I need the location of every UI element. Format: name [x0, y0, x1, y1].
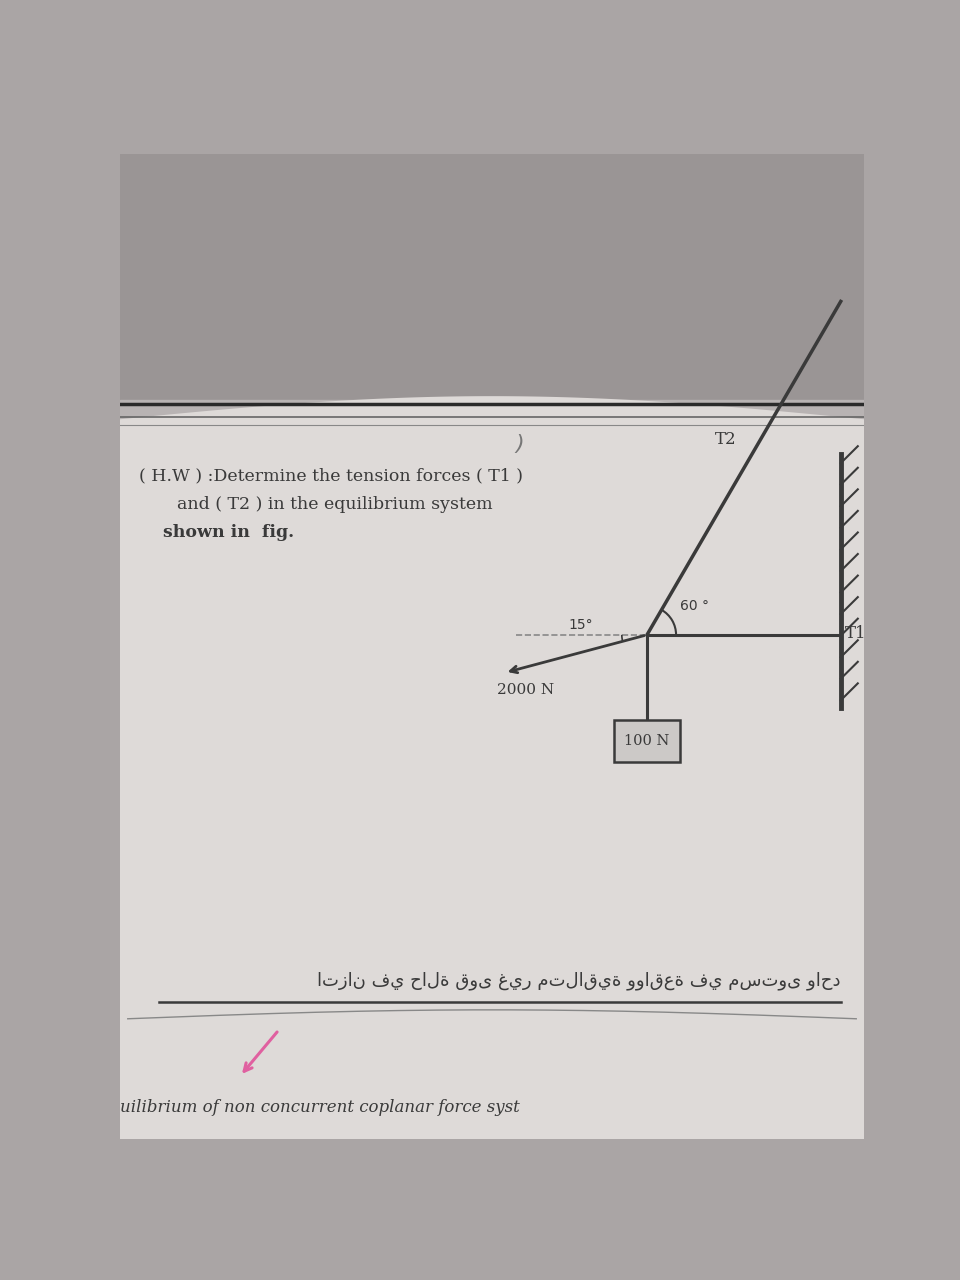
Bar	[120, 399, 864, 439]
Text: and ( T2 ) in the equilibrium system: and ( T2 ) in the equilibrium system	[155, 497, 492, 513]
Polygon shape	[120, 396, 864, 1139]
Text: T1: T1	[845, 625, 866, 641]
Text: ): )	[516, 434, 524, 454]
Text: ( H.W ) :Determine the tension forces ( T1 ): ( H.W ) :Determine the tension forces ( …	[139, 468, 523, 485]
Text: shown in  fig.: shown in fig.	[139, 524, 295, 541]
Bar	[120, 154, 864, 408]
Text: 100 N: 100 N	[624, 733, 670, 748]
Bar	[614, 719, 680, 762]
Text: 15°: 15°	[568, 618, 592, 632]
Text: 2000 N: 2000 N	[497, 684, 554, 698]
Text: اتزان في حالة قوى غير متلاقية وواقعة في مستوى واحد: اتزان في حالة قوى غير متلاقية وواقعة في …	[317, 972, 841, 989]
Text: T2: T2	[715, 431, 736, 448]
Text: 60 °: 60 °	[680, 599, 708, 613]
Text: uilibrium of non concurrent coplanar force syst: uilibrium of non concurrent coplanar for…	[120, 1100, 519, 1116]
